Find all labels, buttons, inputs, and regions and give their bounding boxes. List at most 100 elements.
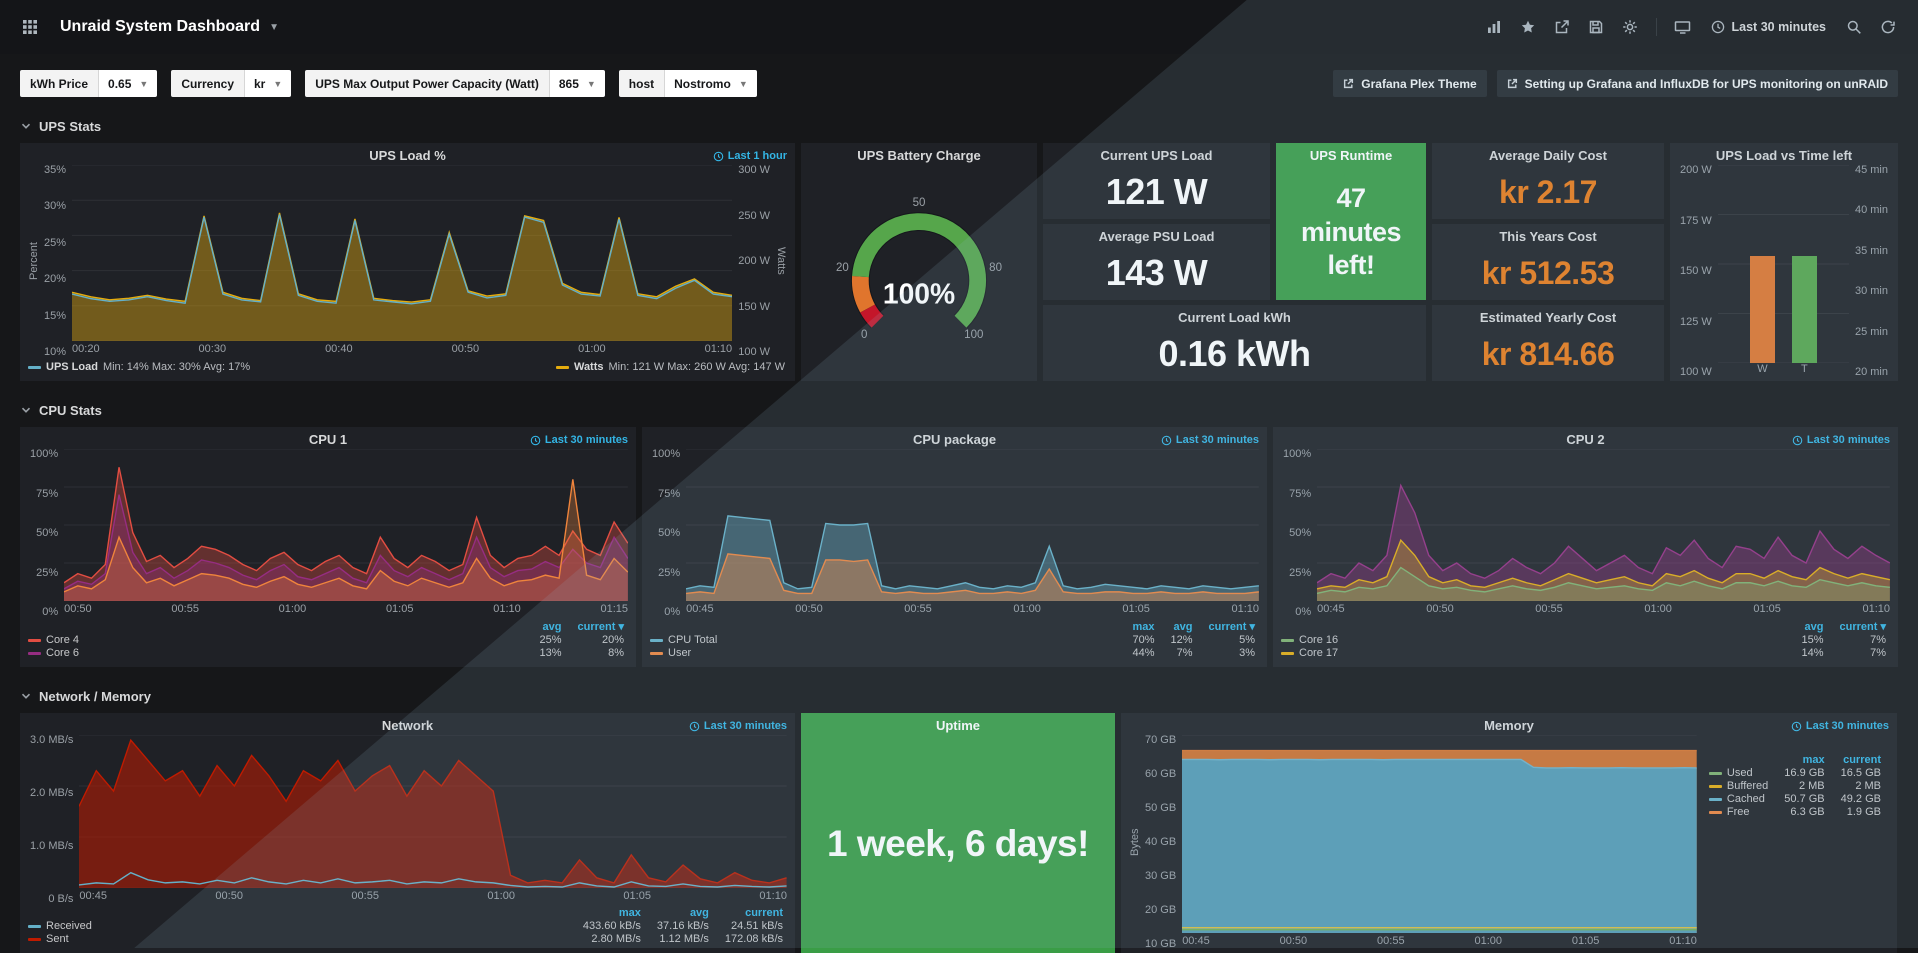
save-button[interactable] <box>1580 13 1612 41</box>
legend-item[interactable]: Free <box>1709 806 1768 818</box>
variable-value-dropdown[interactable]: 865▼ <box>550 70 605 97</box>
legend-value: 37.16 kB/s <box>657 920 709 932</box>
section-cpu-stats[interactable]: CPU Stats <box>20 401 1898 419</box>
legend-header[interactable]: current <box>1841 754 1881 766</box>
legend-value: 50.7 GB <box>1784 793 1824 805</box>
legend-item[interactable]: Core 17 <box>1281 647 1785 659</box>
legend-header[interactable]: max <box>583 907 641 919</box>
refresh-button[interactable] <box>1872 13 1904 41</box>
zoom-out-button[interactable] <box>1838 13 1870 41</box>
time-range-badge[interactable]: Last 30 minutes <box>689 720 787 732</box>
time-range-badge[interactable]: Last 30 minutes <box>530 434 628 446</box>
svg-text:0: 0 <box>861 329 867 341</box>
legend-item[interactable]: Core 6 <box>28 647 523 659</box>
save-icon <box>1588 19 1604 35</box>
legend-item[interactable]: Sent <box>28 933 567 945</box>
legend-header[interactable]: avg <box>539 621 561 633</box>
variable-value-dropdown[interactable]: kr▼ <box>245 70 291 97</box>
variable-currency: Currency kr▼ <box>171 70 291 97</box>
legend-value: 433.60 kB/s <box>583 920 641 932</box>
variables-bar: kWh Price 0.65▼ Currency kr▼ UPS Max Out… <box>0 54 1918 97</box>
panel-cpu-1: CPU 1 Last 30 minutes 100%75%50%25%0%00:… <box>20 427 636 667</box>
legend-item[interactable]: Received <box>28 920 567 932</box>
time-range-badge[interactable]: Last 30 minutes <box>1792 434 1890 446</box>
time-range-badge[interactable]: Last 30 minutes <box>1161 434 1259 446</box>
panel-title[interactable]: UPS Load % <box>28 143 787 165</box>
legend-value: 2.80 MB/s <box>583 933 641 945</box>
legend-value: 13% <box>539 647 561 659</box>
panel-ups-runtime: UPS Runtime 47 minutes left! <box>1276 143 1426 300</box>
legend-value: 14% <box>1801 647 1823 659</box>
panel-title[interactable]: Estimated Yearly Cost <box>1432 305 1664 327</box>
panel-title[interactable]: Uptime <box>801 713 1115 735</box>
section-ups-stats[interactable]: UPS Stats <box>20 117 1898 135</box>
clock-icon <box>1792 435 1803 446</box>
legend-item[interactable]: User <box>650 647 1116 659</box>
legend-item[interactable]: Buffered <box>1709 780 1768 792</box>
time-range-badge[interactable]: Last 1 hour <box>713 150 787 162</box>
section-title: Network / Memory <box>39 689 151 704</box>
dashboard-title[interactable]: Unraid System Dashboard ▼ <box>60 18 279 36</box>
legend-item[interactable]: Cached <box>1709 793 1768 805</box>
clock-icon <box>530 435 541 446</box>
share-icon <box>1554 19 1570 35</box>
legend-header[interactable]: max <box>1132 621 1154 633</box>
star-button[interactable] <box>1512 13 1544 41</box>
add-panel-button[interactable] <box>1478 13 1510 41</box>
time-range-badge[interactable]: Last 30 minutes <box>1791 720 1889 732</box>
legend-item[interactable]: Used <box>1709 767 1768 779</box>
time-range-button[interactable]: Last 30 minutes <box>1701 13 1836 41</box>
legend-item[interactable]: Core 4 <box>28 634 523 646</box>
panel-title[interactable]: This Years Cost <box>1432 224 1664 246</box>
link-grafana-plex-theme[interactable]: Grafana Plex Theme <box>1333 70 1486 97</box>
panel-title[interactable]: Average Daily Cost <box>1432 143 1664 165</box>
legend-header[interactable]: max <box>1784 754 1824 766</box>
tv-mode-button[interactable] <box>1667 13 1699 41</box>
panel-title[interactable]: Current UPS Load <box>1043 143 1270 165</box>
panel-title[interactable]: Average PSU Load <box>1043 224 1270 246</box>
variable-value-dropdown[interactable]: 0.65▼ <box>99 70 157 97</box>
chevron-down-icon <box>20 404 32 416</box>
svg-text:20: 20 <box>836 262 849 274</box>
panel-title[interactable]: Current Load kWh <box>1043 305 1426 327</box>
panel-title[interactable]: UPS Battery Charge <box>809 143 1029 165</box>
legend-item[interactable]: CPU Total <box>650 634 1116 646</box>
panel-title[interactable]: UPS Load vs Time left <box>1678 143 1890 165</box>
link-grafana-influxdb-guide[interactable]: Setting up Grafana and InfluxDB for UPS … <box>1497 70 1898 97</box>
legend-header[interactable]: current ▾ <box>1840 620 1886 633</box>
legend-header[interactable]: avg <box>1170 621 1192 633</box>
legend-header[interactable]: current ▾ <box>578 620 624 633</box>
settings-button[interactable] <box>1614 13 1646 41</box>
dashboard-picker-button[interactable] <box>14 13 46 41</box>
legend-header[interactable]: current ▾ <box>1209 620 1255 633</box>
legend-header[interactable]: avg <box>657 907 709 919</box>
share-button[interactable] <box>1546 13 1578 41</box>
legend-header[interactable]: avg <box>1801 621 1823 633</box>
panel-title[interactable]: UPS Runtime <box>1276 143 1426 165</box>
legend-item[interactable]: Core 16 <box>1281 634 1785 646</box>
y-axis-label: Bytes <box>1129 735 1143 949</box>
panel-title[interactable]: Network <box>28 713 787 735</box>
section-network-memory[interactable]: Network / Memory <box>20 687 1898 705</box>
refresh-icon <box>1880 19 1896 35</box>
panel-cpu-2: CPU 2 Last 30 minutes 100%75%50%25%0%00:… <box>1273 427 1898 667</box>
panel-title[interactable]: Memory <box>1129 713 1889 735</box>
legend-header[interactable]: current <box>725 907 783 919</box>
variable-value-dropdown[interactable]: Nostromo▼ <box>665 70 757 97</box>
